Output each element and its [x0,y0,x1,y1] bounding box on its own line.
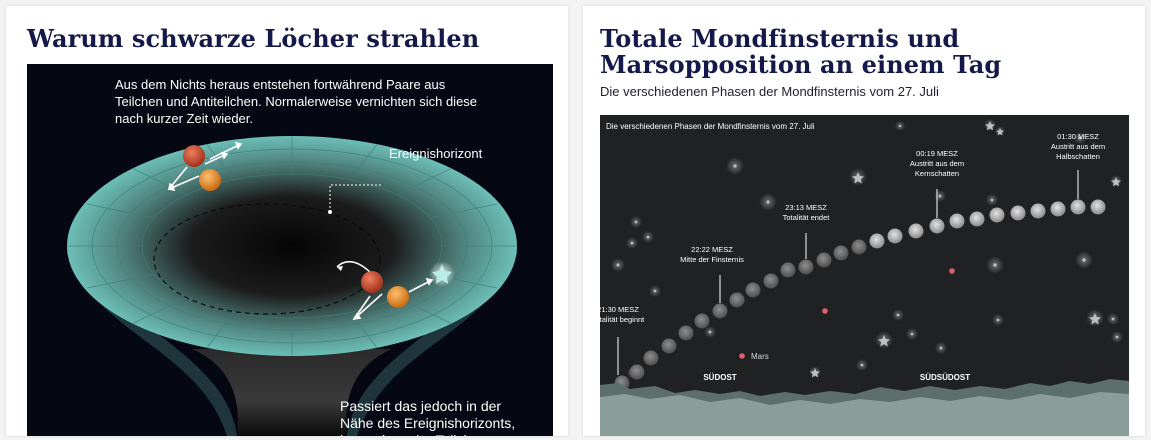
event-horizon-ring [153,203,381,315]
bottom-line-3: kann eines der Teilchen [340,432,487,436]
bottom-line-1: Passiert das jedoch in der [340,398,501,414]
annotation-eclipse-middle: 22:22 MESZ Mitte der Finsternis [680,245,744,303]
svg-text:Austritt aus dem: Austritt aus dem [1051,142,1105,151]
svg-text:Mitte der Finsternis: Mitte der Finsternis [680,255,744,264]
moon-phase-sequence [614,199,1106,391]
svg-text:00:19 MESZ: 00:19 MESZ [916,149,958,158]
svg-text:Kernschatten: Kernschatten [915,169,959,178]
svg-text:22:22 MESZ: 22:22 MESZ [691,245,733,254]
particle-pair-top [167,141,243,192]
article-card-lunar-eclipse[interactable]: Totale Mondfinsternis und Marsopposition… [583,6,1145,436]
annotation-totality-start: 21:30 MESZ Totalität beginnt [600,305,645,375]
card-title[interactable]: Totale Mondfinsternis und Marsopposition… [600,24,1002,79]
annotation-totality-end: 23:13 MESZ Totalität endet [783,203,831,259]
annotation-umbra-exit: 00:19 MESZ Austritt aus dem Kernschatten [910,149,964,218]
annotation-penumbra-exit: 01:30 MESZ Austritt aus dem Halbschatten [1051,132,1105,199]
direction-label-southeast: SÜDOST [703,373,736,382]
card-subtitle: Die verschiedenen Phasen der Mondfinster… [600,84,939,99]
mars-label: Mars [751,352,769,361]
svg-text:Totalität endet: Totalität endet [783,213,831,222]
bottom-line-2: Nähe des Ereignishorizonts, [340,415,515,431]
svg-text:Totalität beginnt: Totalität beginnt [600,315,645,324]
svg-text:01:30 MESZ: 01:30 MESZ [1057,132,1099,141]
eclipse-graphic: Die verschiedenen Phasen der Mondfinster… [600,115,1129,436]
direction-label-south-southeast: SÜDSÜDOST [920,373,970,382]
svg-text:23:13 MESZ: 23:13 MESZ [785,203,827,212]
svg-text:21:30 MESZ: 21:30 MESZ [600,305,639,314]
svg-text:Austritt aus dem: Austritt aus dem [910,159,964,168]
intro-line-3: nach kurzer Zeit wieder. [115,111,253,126]
horizon-label: Ereignishorizont [389,146,483,161]
intro-line-1: Aus dem Nichts heraus entstehen fortwähr… [115,77,446,92]
card-title[interactable]: Warum schwarze Löcher strahlen [27,24,480,53]
inner-title: Die verschiedenen Phasen der Mondfinster… [606,122,815,131]
particle-pair-right [336,260,455,321]
article-card-black-holes[interactable]: Warum schwarze Löcher strahlen [6,6,568,436]
intro-line-2: Teilchen und Antiteilchen. Normalerweise… [115,94,477,109]
black-hole-graphic: Ereignishorizont Aus dem Nichts heraus e… [27,64,553,436]
svg-text:Halbschatten: Halbschatten [1056,152,1100,161]
